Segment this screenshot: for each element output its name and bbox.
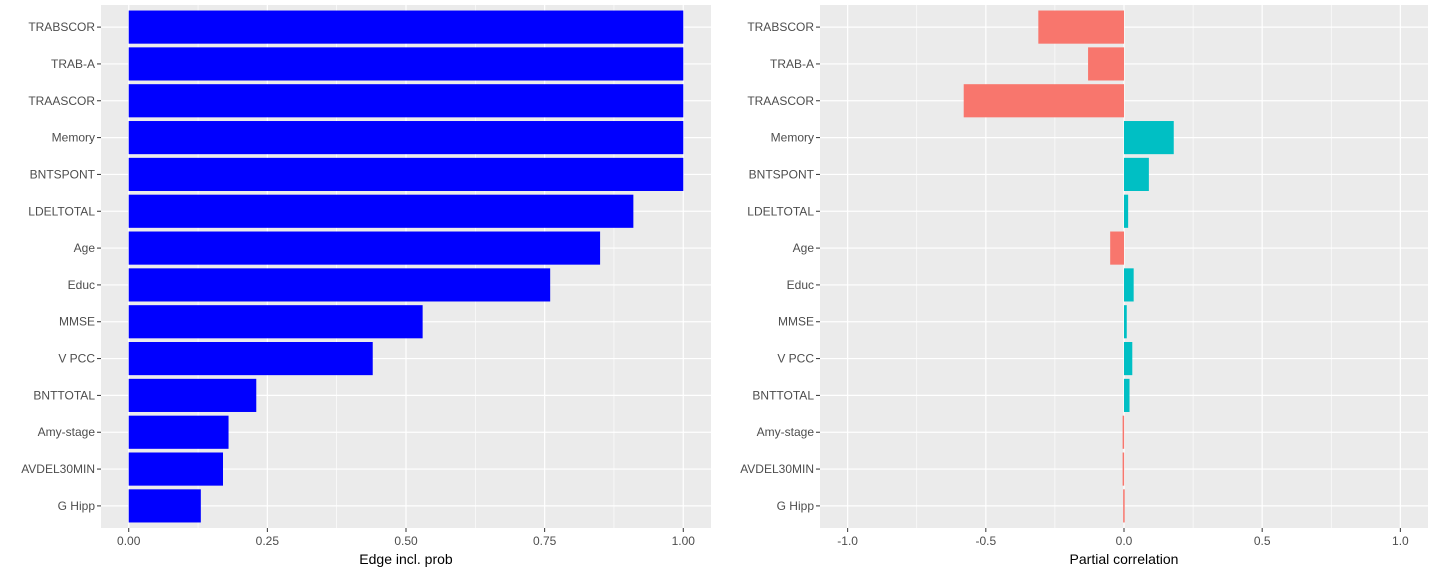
y-tick-label: BNTTOTAL	[752, 388, 814, 402]
y-tick-label: V PCC	[58, 352, 95, 366]
y-tick-label: V PCC	[777, 352, 814, 366]
y-tick-label: Educ	[68, 278, 95, 292]
y-tick-label: LDELTOTAL	[747, 204, 814, 218]
x-tick-label: -0.5	[975, 534, 996, 548]
y-tick-label: TRAASCOR	[28, 94, 95, 108]
y-tick-label: Age	[793, 241, 815, 255]
y-tick-label: Memory	[771, 131, 814, 145]
y-tick-label: AVDEL30MIN	[21, 462, 95, 476]
pcor-bar-trabscor	[1038, 10, 1124, 44]
pcor-bar-trab-a	[1088, 47, 1124, 81]
prob-bar-avdel30min	[128, 452, 223, 486]
partial-correlation-panel: TRABSCOR TRAB-A TRAASCOR Memory BNTSPONT LDEL…	[740, 5, 1428, 567]
pcor-bar-avdel30min	[1122, 452, 1125, 486]
y-tick-label: BNTSPONT	[30, 167, 96, 181]
y-tick-label: MMSE	[778, 315, 814, 329]
x-tick-label: 0.5	[1254, 534, 1271, 548]
edge-inclusion-probability-panel: TRABSCOR TRAB-A TRAASCOR Memory BNTSPONT LDEL…	[21, 5, 711, 567]
x-tick-label: 0.0	[1116, 534, 1133, 548]
prob-bar-bntspont	[128, 157, 684, 191]
prob-bar-age	[128, 231, 601, 265]
prob-bar-ldeltotal	[128, 194, 634, 228]
y-tick-label: Memory	[52, 131, 95, 145]
pcor-bar-age	[1110, 231, 1124, 265]
prob-bar-v-pcc	[128, 342, 373, 376]
y-tick-label: Educ	[787, 278, 814, 292]
x-tick-label: 0.25	[256, 534, 280, 548]
prob-bar-educ	[128, 268, 551, 302]
pcor-bar-educ	[1124, 268, 1134, 302]
pcor-bar-mmse	[1124, 305, 1127, 339]
prob-bar-amy-stage	[128, 415, 229, 449]
prob-bar-traascor	[128, 84, 684, 118]
pcor-bar-bnttotal	[1124, 378, 1130, 412]
prob-bar-trabscor	[128, 10, 684, 44]
pcor-bar-amy-stage	[1122, 415, 1125, 449]
y-tick-label: Amy-stage	[38, 425, 96, 439]
x-tick-label: 0.50	[394, 534, 418, 548]
y-tick-label: G Hipp	[777, 499, 815, 513]
prob-bar-bnttotal	[128, 378, 257, 412]
y-tick-label: TRAB-A	[51, 57, 95, 71]
pcor-bar-bntspont	[1124, 157, 1149, 191]
y-tick-label: BNTSPONT	[749, 167, 815, 181]
x-tick-label: 0.75	[533, 534, 557, 548]
y-tick-label: Age	[74, 241, 96, 255]
y-tick-label: G Hipp	[58, 499, 96, 513]
prob-bar-trab-a	[128, 47, 684, 81]
pcor-bar-traascor	[963, 84, 1124, 118]
x-axis-title: Partial correlation	[1070, 551, 1179, 567]
x-tick-label: 1.00	[672, 534, 696, 548]
x-tick-label: -1.0	[837, 534, 858, 548]
pcor-bar-memory	[1124, 121, 1174, 155]
y-tick-label: TRAASCOR	[747, 94, 814, 108]
pcor-bar-g-hipp	[1123, 489, 1125, 523]
y-tick-label: TRABSCOR	[747, 20, 814, 34]
pcor-bar-ldeltotal	[1124, 194, 1129, 228]
y-tick-label: MMSE	[59, 315, 95, 329]
y-tick-label: TRABSCOR	[28, 20, 95, 34]
prob-bar-g-hipp	[128, 489, 201, 523]
x-tick-label: 1.0	[1392, 534, 1409, 548]
y-tick-label: Amy-stage	[757, 425, 815, 439]
x-axis-title: Edge incl. prob	[359, 551, 453, 567]
prob-bar-memory	[128, 121, 684, 155]
pcor-bar-v-pcc	[1124, 342, 1133, 376]
x-tick-label: 0.00	[117, 534, 141, 548]
y-tick-label: TRAB-A	[770, 57, 814, 71]
y-tick-label: AVDEL30MIN	[740, 462, 814, 476]
y-tick-label: LDELTOTAL	[28, 204, 95, 218]
y-tick-label: BNTTOTAL	[33, 388, 95, 402]
prob-bar-mmse	[128, 305, 423, 339]
